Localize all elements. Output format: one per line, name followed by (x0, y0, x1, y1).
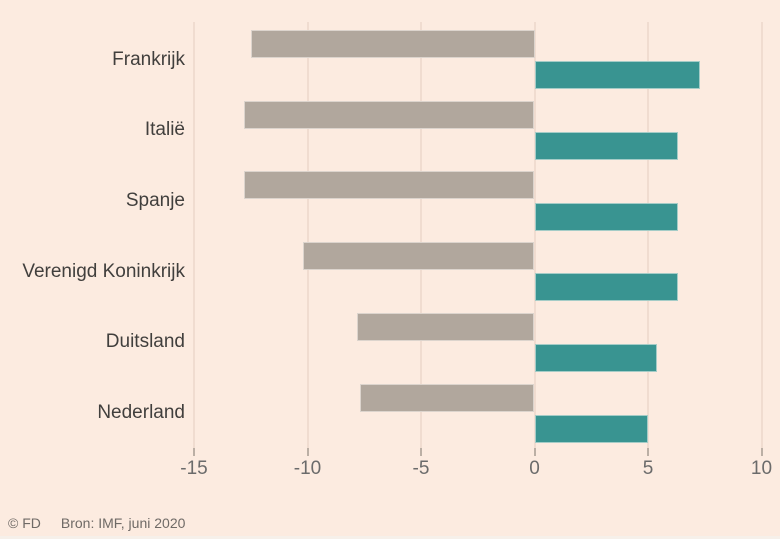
bar-positive (534, 414, 648, 443)
tick-label: 10 (750, 458, 773, 479)
bar-negative (243, 100, 535, 129)
bar-positive (534, 132, 678, 160)
tick-label: -5 (412, 458, 430, 479)
category-label: Spanje (125, 190, 185, 211)
axis-tick-mark (306, 448, 309, 456)
axis-tick-mark (420, 448, 422, 456)
bar-positive (534, 273, 678, 302)
category-label: Frankrijk (112, 48, 185, 70)
category-label: Verenigd Koninkrijk (22, 260, 185, 282)
grid-line (533, 22, 536, 448)
bar-negative (357, 312, 535, 341)
axis-tick-mark (647, 448, 649, 456)
category-label: Italië (144, 119, 185, 141)
tick-label: 0 (529, 458, 540, 479)
grid-line (647, 22, 649, 448)
axis-tick-mark (760, 448, 763, 456)
tick-label: 5 (642, 458, 654, 479)
bar-negative (302, 242, 535, 271)
bar-negative (243, 171, 535, 200)
bottom-strip (0, 536, 780, 539)
category-label: Duitsland (105, 331, 185, 353)
grid-line (193, 22, 195, 448)
grid-line (760, 22, 763, 448)
axis-tick-mark (193, 448, 195, 456)
bar-positive (534, 344, 658, 373)
grid-line (306, 22, 309, 448)
chart-footer: © FD Bron: IMF, juni 2020 (8, 513, 185, 533)
bar-negative (359, 383, 535, 412)
bar-positive (534, 61, 701, 90)
bar-negative (250, 30, 535, 58)
grid-line (420, 22, 422, 448)
tick-label: -10 (293, 458, 322, 479)
axis-tick-mark (533, 448, 536, 456)
source-label: Bron: IMF, juni 2020 (60, 515, 186, 531)
category-label: Nederland (97, 402, 185, 424)
copyright-label: © FD (8, 515, 41, 531)
bar-positive (534, 202, 678, 231)
tick-label: -15 (180, 458, 208, 479)
